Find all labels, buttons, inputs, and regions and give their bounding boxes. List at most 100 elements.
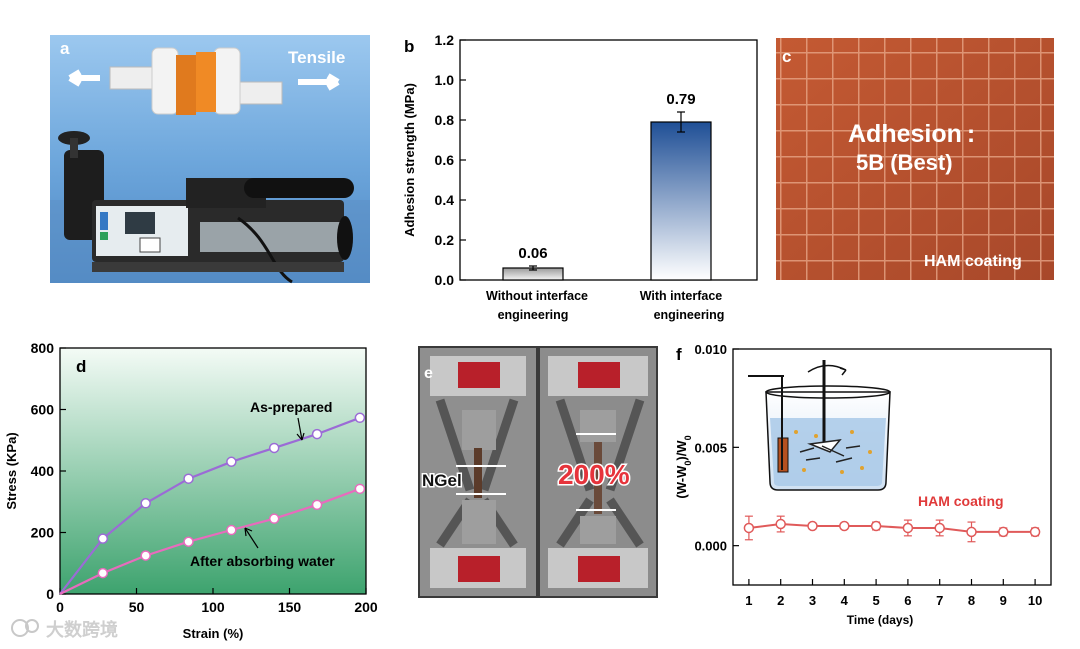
y-tick-label-f: 0.005 — [694, 440, 727, 455]
y-tick-label-b: 1.0 — [435, 72, 455, 88]
data-point — [870, 520, 882, 532]
data-point — [839, 520, 850, 532]
data-point — [226, 524, 237, 536]
x-tick-label-f: 3 — [809, 593, 816, 608]
beaker-inset — [748, 360, 891, 491]
x-axis-label-d: Strain (%) — [183, 626, 244, 641]
annotation-as-prepared: As-prepared — [250, 399, 332, 415]
watermark-logo-icon — [11, 619, 29, 637]
data-point — [97, 533, 109, 544]
arrow-left-icon — [68, 69, 100, 87]
panel-label-f: f — [676, 345, 682, 364]
x-tick-label-f: 7 — [936, 593, 943, 608]
y-tick-label-f: 0.000 — [694, 539, 727, 554]
data-point — [354, 412, 366, 424]
x-tick-label-f: 9 — [1000, 593, 1007, 608]
x-tick-label-b: engineering — [498, 308, 569, 322]
data-point — [268, 442, 280, 454]
y-label-f-sub2: 0 — [683, 435, 693, 440]
panel-b-chart: b 0.0 0.2 0.4 0.6 0.8 1.0 1.2 0.06 Without inte… — [402, 32, 758, 322]
ngel-label: NGel — [422, 471, 462, 490]
y-axis-label-b: Adhesion strength (MPa) — [402, 83, 417, 237]
y-tick-label-d: 600 — [31, 402, 55, 418]
y-tick-label-b: 0.8 — [435, 112, 455, 128]
data-point — [311, 499, 323, 511]
x-tick-label-b: With interface — [640, 289, 723, 303]
annotation-arrow-bottom — [244, 527, 259, 549]
data-point — [743, 522, 755, 534]
arrow-right-icon — [298, 73, 340, 91]
y-tick-label-d: 800 — [31, 340, 55, 356]
x-axis-label-f: Time (days) — [847, 613, 913, 627]
y-label-f-part1: (W-W — [674, 465, 689, 499]
x-tick-label-f: 2 — [777, 593, 784, 608]
y-tick-label-b: 1.2 — [435, 32, 455, 48]
plot-background-d — [60, 348, 366, 594]
panel-f-chart: f 1 2 3 4 5 6 7 8 9 10 0.000 0.005 0.010 HAM coating… — [674, 342, 1052, 627]
data-point — [354, 483, 366, 495]
data-point — [183, 536, 194, 547]
watermark-text: 大数跨境 — [46, 619, 118, 640]
plot-frame-b — [459, 39, 758, 281]
data-point — [998, 526, 1009, 538]
coating-caption: HAM coating — [924, 253, 1022, 270]
y-tick-label-b: 0.0 — [435, 272, 455, 288]
x-tick-label-f: 8 — [968, 593, 975, 608]
data-point — [902, 522, 914, 534]
crosshatch-grid — [776, 38, 1054, 280]
adhesion-title: Adhesion : — [848, 120, 975, 148]
panel-label-c: c — [782, 47, 791, 66]
x-tick-label-f: 10 — [1028, 593, 1042, 608]
y-tick-label-b: 0.2 — [435, 232, 455, 248]
x-tick-label-d: 200 — [354, 599, 378, 615]
panel-label-e: e — [424, 365, 433, 382]
data-point — [140, 498, 151, 509]
y-label-f-sub1: 0 — [683, 461, 693, 466]
x-tick-label-d: 100 — [201, 599, 225, 615]
x-tick-label-f: 5 — [872, 593, 879, 608]
y-axis-label-f: (W-W0)/W0 — [674, 435, 693, 498]
data-point — [140, 550, 151, 561]
y-tick-label-b: 0.6 — [435, 152, 455, 168]
panel-label-b: b — [404, 37, 414, 56]
annotation-after-water: After absorbing water — [190, 553, 335, 569]
y-label-f-part2: )/W — [674, 440, 689, 461]
ham-coating-annotation: HAM coating — [918, 493, 1004, 509]
series-line — [748, 522, 1036, 533]
panel-c: c Adhesion : 5B (Best) HAM coating — [776, 38, 1054, 280]
series-line — [59, 416, 361, 595]
x-tick-label-b: Without interface — [486, 289, 588, 303]
adhesion-grade: 5B (Best) — [856, 150, 953, 175]
panel-e: e NGel 200% — [418, 346, 658, 598]
data-point — [807, 520, 818, 532]
panel-a: a Tensile — [50, 35, 370, 284]
plot-frame-f — [732, 348, 1052, 586]
data-point — [934, 522, 945, 534]
data-point — [226, 456, 237, 468]
data-point — [311, 428, 323, 440]
panel-label-a: a — [60, 39, 70, 58]
y-tick-label-d: 400 — [31, 463, 55, 479]
x-tick-label-d: 50 — [129, 599, 145, 615]
data-label: 0.79 — [666, 91, 695, 108]
y-tick-label-d: 200 — [31, 525, 55, 541]
y-tick-label-f: 0.010 — [694, 342, 727, 357]
x-tick-label-d: 0 — [56, 599, 64, 615]
bar — [650, 121, 712, 281]
pull-off-tester — [58, 131, 354, 284]
tensile-label: Tensile — [288, 48, 345, 67]
data-label: 0.06 — [518, 245, 547, 262]
y-axis-label-d: Stress (KPa) — [4, 432, 19, 509]
data-point — [183, 473, 194, 484]
data-point — [268, 513, 280, 524]
panel-label-d: d — [76, 357, 86, 376]
data-point — [1029, 526, 1041, 538]
y-tick-label-b: 0.4 — [435, 192, 455, 208]
series-line — [59, 487, 361, 595]
x-tick-label-d: 150 — [278, 599, 302, 615]
watermark: 大数跨境 — [11, 619, 118, 640]
data-point — [97, 567, 109, 579]
tensile-schematic — [68, 47, 340, 115]
x-tick-label-b: engineering — [654, 308, 725, 322]
